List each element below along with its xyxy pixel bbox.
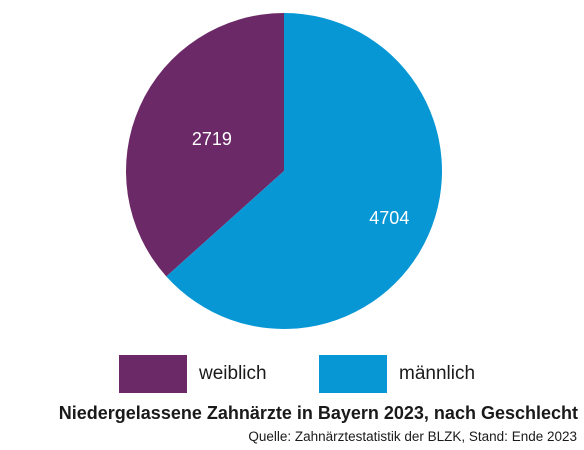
pie-value-labels: 2719 4704 bbox=[192, 129, 409, 228]
legend-item-maennlich: männlich bbox=[319, 355, 475, 393]
legend-swatch-maennlich bbox=[319, 355, 387, 393]
pie-value-label-mnnlich: 4704 bbox=[369, 208, 409, 228]
legend-label-weiblich: weiblich bbox=[199, 363, 267, 384]
legend-item-weiblich: weiblich bbox=[119, 355, 267, 393]
pie-slice-weiblich bbox=[125, 13, 285, 277]
pie-slices bbox=[125, 13, 442, 329]
pie-chart: 2719 4704 bbox=[125, 13, 442, 329]
legend-label-maennlich: männlich bbox=[399, 363, 476, 384]
chart-title: Niedergelassene Zahnärzte in Bayern 2023… bbox=[58, 403, 578, 423]
legend-swatch-weiblich bbox=[119, 355, 187, 393]
pie-value-label-weiblich: 2719 bbox=[192, 129, 232, 149]
chart-source: Quelle: Zahnärztestatistik der BLZK, Sta… bbox=[248, 429, 577, 444]
pie-slice-mnnlich bbox=[166, 13, 442, 329]
